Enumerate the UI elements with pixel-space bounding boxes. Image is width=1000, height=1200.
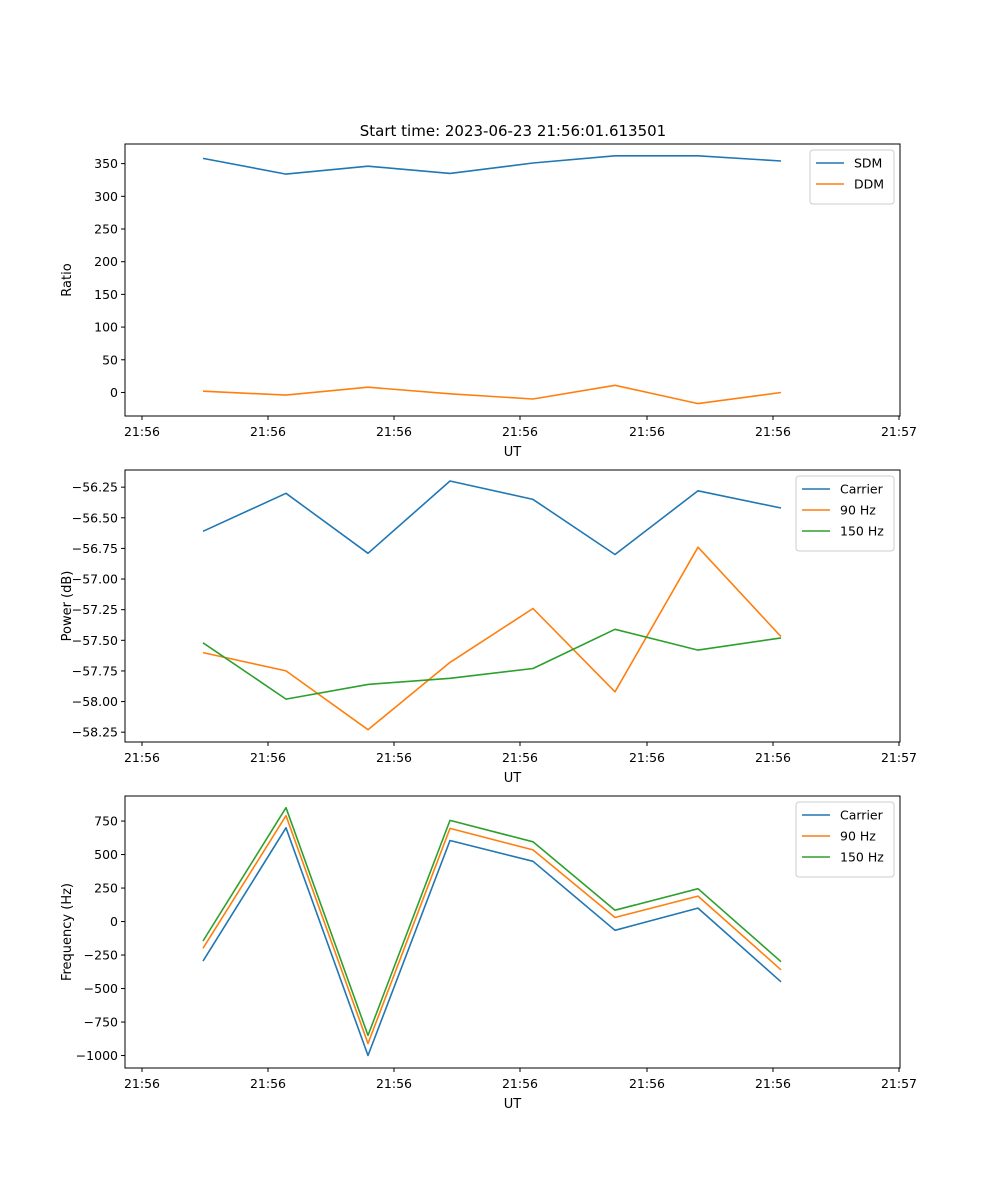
y-tick-label: −57.75 (72, 663, 118, 678)
x-tick-label: 21:56 (502, 424, 538, 439)
series-line-90-hz (202, 814, 782, 1045)
x-tick-label: 21:56 (502, 750, 538, 765)
series-line-150-hz (202, 628, 782, 700)
series-line-carrier (202, 480, 782, 556)
y-tick-label: 100 (94, 320, 118, 335)
x-tick-label: 21:56 (755, 424, 791, 439)
legend-label: DDM (854, 177, 884, 192)
legend-label: 90 Hz (840, 829, 876, 844)
y-axis-label: Power (dB) (60, 571, 75, 642)
legend-box (795, 801, 895, 878)
plot-frame (124, 143, 901, 417)
x-tick-label: 21:57 (881, 1076, 917, 1091)
x-axis-label: UT (504, 1097, 522, 1112)
x-tick-label: 21:56 (629, 424, 665, 439)
plot-frame (124, 795, 901, 1069)
legend-label: 90 Hz (840, 503, 876, 518)
y-axis-label: Ratio (60, 263, 75, 296)
y-tick-label: 750 (94, 814, 118, 829)
y-tick-label: 0 (110, 914, 118, 929)
x-tick-label: 21:57 (881, 424, 917, 439)
y-tick-label: −57.50 (72, 633, 118, 648)
y-tick-label: 250 (94, 222, 118, 237)
x-tick-label: 21:56 (124, 750, 160, 765)
legend: SDM DDM (809, 149, 895, 205)
legend-box (795, 475, 895, 552)
y-tick-label: 500 (94, 847, 118, 862)
x-tick-label: 21:56 (124, 424, 160, 439)
x-tick-label: 21:56 (376, 1076, 412, 1091)
legend-label: 150 Hz (840, 850, 884, 865)
x-tick-label: 21:56 (502, 1076, 538, 1091)
legend: Carrier 90 Hz 150 Hz (795, 475, 895, 552)
x-tick-label: 21:56 (124, 1076, 160, 1091)
figure-title: Start time: 2023-06-23 21:56:01.613501 (360, 122, 666, 140)
chart-panel-2: −58.25 −58.00 −57.75 −57.50 −57.25 −57.00 −56.… (60, 469, 917, 786)
y-tick-label: 250 (94, 881, 118, 896)
legend-label: 150 Hz (840, 524, 884, 539)
y-tick-label: −58.00 (72, 694, 118, 709)
y-tick-label: −750 (84, 1015, 118, 1030)
x-tick-label: 21:56 (376, 424, 412, 439)
series-line-ddm (202, 384, 782, 405)
y-tick-label: −56.75 (72, 541, 118, 556)
series-line-150-hz (202, 806, 782, 1037)
y-tick-label: −500 (84, 981, 118, 996)
x-tick-label: 21:56 (250, 424, 286, 439)
series-line-90-hz (202, 546, 782, 731)
y-tick-label: −1000 (76, 1048, 118, 1063)
legend-label: Carrier (840, 808, 884, 823)
chart-panel-3: −1000 −750 −500 −250 0 250 500 750 21:56 21:56 21:… (60, 795, 917, 1112)
series-line-sdm (202, 155, 782, 175)
plot-frame (124, 469, 901, 743)
y-tick-label: 50 (102, 352, 118, 367)
y-tick-label: 0 (110, 385, 118, 400)
x-tick-label: 21:56 (376, 750, 412, 765)
x-tick-label: 21:56 (755, 750, 791, 765)
y-tick-label: −56.50 (72, 510, 118, 525)
y-tick-label: 350 (94, 156, 118, 171)
y-tick-label: 200 (94, 254, 118, 269)
y-axis-label: Frequency (Hz) (60, 883, 75, 981)
x-tick-label: 21:56 (250, 1076, 286, 1091)
y-tick-label: 150 (94, 287, 118, 302)
x-tick-label: 21:56 (755, 1076, 791, 1091)
legend-label: SDM (854, 156, 882, 171)
y-tick-label: −58.25 (72, 725, 118, 740)
legend-label: Carrier (840, 482, 884, 497)
chart-panel-1: 0 50 100 150 200 250 300 350 21:56 21:56 21:56 21:5… (60, 143, 917, 460)
y-tick-label: −56.25 (72, 480, 118, 495)
y-tick-label: −250 (84, 948, 118, 963)
y-tick-label: −57.00 (72, 572, 118, 587)
y-tick-label: 300 (94, 189, 118, 204)
x-tick-label: 21:56 (250, 750, 286, 765)
x-tick-label: 21:57 (881, 750, 917, 765)
x-axis-label: UT (504, 445, 522, 460)
y-tick-label: −57.25 (72, 602, 118, 617)
x-axis-label: UT (504, 771, 522, 786)
charts-container: 0 50 100 150 200 250 300 350 21:56 21:56 21:56 21:5… (60, 143, 917, 1112)
legend: Carrier 90 Hz 150 Hz (795, 801, 895, 878)
x-tick-label: 21:56 (629, 1076, 665, 1091)
x-tick-label: 21:56 (629, 750, 665, 765)
series-line-carrier (202, 826, 782, 1057)
